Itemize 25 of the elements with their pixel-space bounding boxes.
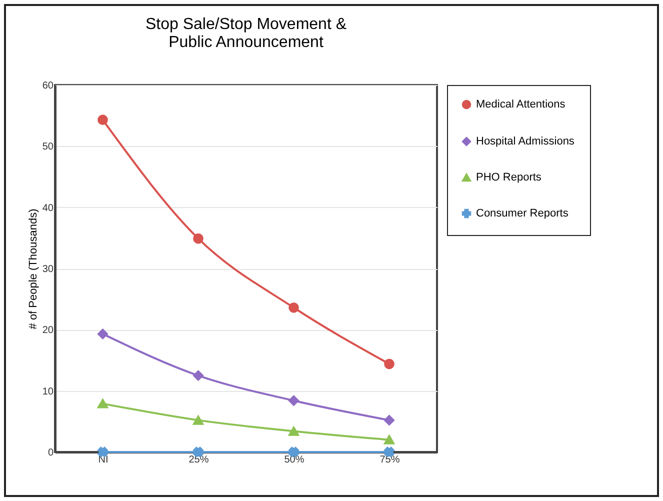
y-axis-title: # of People (Thousands) [27,208,40,330]
chart-title: Stop Sale/Stop Movement & Public Announcement [146,16,347,51]
y-tick-label: 40 [42,202,54,214]
point [193,416,204,425]
legend-label: Medical Attentions [476,98,566,110]
point [384,415,394,426]
point [288,395,299,406]
y-tick-label: 10 [42,386,54,398]
point [193,370,204,381]
point [98,399,108,408]
point [384,358,394,370]
point [384,435,394,444]
point [98,328,108,340]
y-tick-label: 60 [42,80,54,92]
point [288,302,299,313]
y-tick-label: 30 [42,264,54,275]
y-tick-label: 50 [42,142,54,153]
legend-label: Hospital Admissions [476,136,575,148]
legend-label: PHO Reports [476,172,542,184]
y-tick-label: 0 [48,448,54,458]
y-tick-label: 20 [42,325,54,336]
point [288,426,299,436]
point [193,233,204,244]
point [98,114,108,126]
legend-label: Consumer Reports [476,208,569,220]
